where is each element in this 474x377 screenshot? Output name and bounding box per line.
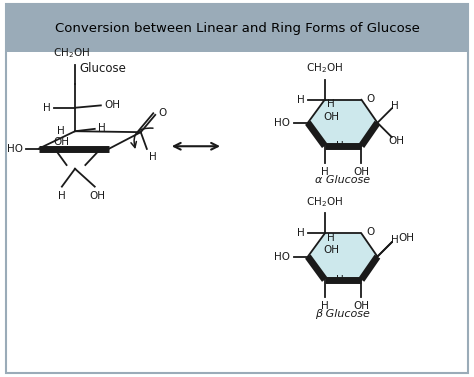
Text: OH: OH: [53, 138, 69, 147]
Text: H: H: [327, 233, 335, 243]
Text: H: H: [297, 228, 304, 238]
Text: H: H: [321, 301, 328, 311]
Text: HO: HO: [7, 144, 23, 153]
Text: O: O: [158, 108, 166, 118]
Text: β Glucose: β Glucose: [315, 309, 370, 319]
Text: OH: OH: [354, 167, 369, 177]
Text: OH: OH: [388, 136, 404, 146]
Text: H: H: [149, 152, 156, 162]
Text: CH$_2$OH: CH$_2$OH: [53, 46, 90, 60]
Text: H: H: [336, 141, 344, 151]
Text: H: H: [297, 95, 304, 104]
Bar: [6, 5, 468, 52]
Text: O: O: [366, 227, 374, 238]
Text: Conversion between Linear and Ring Forms of Glucose: Conversion between Linear and Ring Forms…: [55, 22, 419, 35]
Text: H: H: [58, 191, 66, 201]
Text: HO: HO: [274, 118, 290, 128]
Text: α Glucose: α Glucose: [315, 175, 370, 185]
Text: H: H: [392, 101, 399, 111]
Text: H: H: [57, 126, 65, 136]
Text: OH: OH: [323, 112, 339, 121]
Text: H: H: [321, 167, 328, 177]
Text: OH: OH: [354, 301, 369, 311]
Text: H: H: [99, 123, 106, 133]
Text: CH$_2$OH: CH$_2$OH: [306, 61, 343, 75]
Text: H: H: [336, 275, 344, 285]
Text: H: H: [43, 103, 51, 113]
Text: HO: HO: [274, 251, 290, 262]
Text: CH$_2$OH: CH$_2$OH: [306, 195, 343, 209]
Text: OH: OH: [105, 100, 120, 110]
Text: OH: OH: [323, 245, 339, 255]
Text: Glucose: Glucose: [80, 62, 127, 75]
Text: OH: OH: [399, 233, 415, 243]
Text: H: H: [392, 234, 399, 245]
Text: H: H: [327, 100, 335, 109]
Text: OH: OH: [90, 191, 106, 201]
Text: O: O: [366, 93, 374, 104]
Polygon shape: [308, 100, 377, 146]
Polygon shape: [308, 233, 377, 280]
